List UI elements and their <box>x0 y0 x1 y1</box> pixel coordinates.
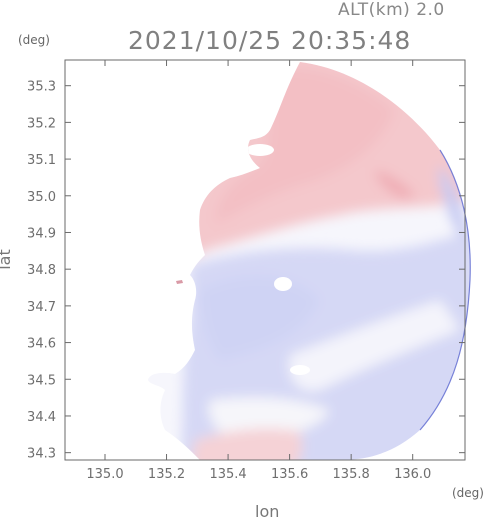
field-positive-north-core <box>215 67 395 225</box>
x-tick-label: 135.8 <box>333 467 370 482</box>
y-tick-label: 34.7 <box>27 300 56 315</box>
y-tick-label: 35.1 <box>27 153 56 168</box>
gap-echo <box>290 365 310 375</box>
y-tick-label: 34.6 <box>27 337 56 352</box>
x-tick-label: 135.2 <box>148 467 185 482</box>
plot-frame <box>64 59 466 461</box>
y-tick-label: 34.8 <box>27 263 56 278</box>
x-axis-unit: (deg) <box>452 486 484 500</box>
x-axis-label: lon <box>255 502 280 521</box>
x-tick-label: 135.0 <box>86 467 123 482</box>
x-tick-label: 135.4 <box>209 467 246 482</box>
y-tick-label: 34.3 <box>27 447 56 462</box>
field-neutral-band <box>289 300 460 391</box>
y-tick-label: 35.2 <box>27 116 56 131</box>
isolated-echo <box>176 280 183 284</box>
radar-rim <box>419 149 471 431</box>
y-tick-label: 35.0 <box>27 190 56 205</box>
y-axis-label: lat <box>0 249 14 270</box>
axis-ticks: 135.0 135.2 135.4 135.6 135.8 136.0 34.3 34.4 34… <box>27 60 465 482</box>
field-negative-east <box>439 165 468 240</box>
y-tick-label: 34.4 <box>27 410 56 425</box>
x-tick-label: 136.0 <box>394 467 431 482</box>
x-tick-label: 135.6 <box>271 467 308 482</box>
y-tick-label: 34.9 <box>27 226 56 241</box>
field-neutral-lower <box>208 397 330 440</box>
chart-title-timestamp: 2021/10/25 20:35:48 <box>128 26 412 55</box>
field-positive-east-strip <box>375 170 415 198</box>
altitude-label: ALT(km) 2.0 <box>338 0 445 20</box>
y-tick-label: 35.3 <box>27 80 56 95</box>
gap-echo <box>274 277 292 291</box>
gap-echo <box>246 144 274 156</box>
y-tick-label: 34.5 <box>27 373 56 388</box>
field-negative-west <box>200 276 320 360</box>
velocity-field <box>148 62 471 460</box>
y-axis-unit: (deg) <box>18 33 50 47</box>
